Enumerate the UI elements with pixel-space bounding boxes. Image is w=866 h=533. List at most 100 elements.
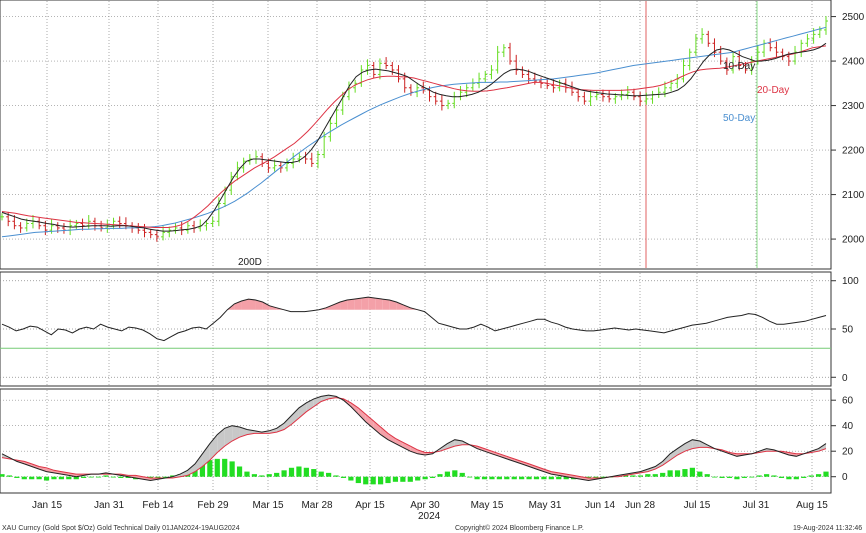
macd-histogram-bar (756, 475, 762, 477)
price-tick-label: 2500 (842, 12, 865, 23)
macd-histogram-bar (697, 471, 703, 477)
footer-center: Copyright© 2024 Bloomberg Finance L.P. (455, 524, 584, 532)
macd-histogram-bar (51, 476, 57, 480)
macd-histogram-bar (155, 476, 161, 478)
macd-fill (373, 420, 381, 435)
macd-histogram-bar (652, 474, 658, 477)
macd-series (0, 394, 829, 485)
macd-fill (380, 426, 389, 440)
macd-fill (484, 448, 492, 454)
macd-histogram-bar (244, 471, 250, 477)
date-tick-label: May 31 (529, 500, 562, 511)
macd-histogram-bar (689, 467, 695, 477)
macd-histogram-bar (340, 476, 347, 478)
macd-histogram-bar (771, 475, 777, 477)
macd-histogram-bar (645, 474, 651, 477)
macd-histogram-bar (467, 476, 473, 478)
macd-histogram-bar (229, 461, 235, 477)
macd-histogram-bar (326, 472, 332, 477)
macd-histogram-bar (407, 476, 413, 482)
macd-histogram-bar (251, 474, 257, 477)
ma10-line (1, 42, 827, 232)
rsi-line (1, 296, 827, 342)
macd-histogram-bar (199, 463, 206, 477)
macd-histogram-bar (29, 476, 35, 480)
macd-histogram-bar (170, 475, 176, 477)
rsi-overbought-fill (382, 299, 390, 310)
rsi-overbought-fill (262, 301, 270, 310)
macd-histogram-bar (556, 476, 562, 480)
price-axis-ticks: 2000 2100 2200 2300 2400 2500 (831, 12, 865, 246)
macd-histogram-bar (392, 476, 399, 482)
macd-fill (239, 426, 247, 438)
macd-histogram-bar (81, 476, 87, 478)
rsi-overbought-fill (354, 298, 362, 310)
macd-histogram-bar (726, 476, 733, 478)
rsi-overbought-fill (375, 298, 383, 310)
macd-histogram-bar (444, 471, 451, 477)
macd-fill (491, 451, 500, 457)
macd-fill (217, 428, 225, 453)
macd-histogram-bar (489, 476, 495, 480)
macd-histogram-bar (452, 470, 458, 477)
date-tick-label: Mar 28 (301, 500, 333, 511)
macd-tick-label: 0 (842, 472, 848, 483)
price-tick-label: 2300 (842, 101, 865, 112)
date-tick-label: Jan 15 (32, 500, 62, 511)
rsi-overbought-fill (241, 299, 249, 310)
macd-fill (31, 463, 40, 470)
macd-fill (298, 402, 307, 419)
rsi-overbought-fill (361, 297, 369, 310)
macd-fill (514, 458, 522, 464)
macd-fill (543, 469, 552, 475)
rsi-overbought-fill (389, 300, 397, 310)
macd-axis-ticks: 0 20 40 60 (831, 396, 854, 483)
macd-histogram-bar (481, 476, 488, 480)
macd-histogram-bar (266, 474, 272, 477)
date-tick-label: Jun 14 (585, 500, 615, 511)
date-tick-label: May 15 (471, 500, 504, 511)
macd-tick-label: 40 (842, 421, 854, 432)
macd-histogram-bar (73, 476, 79, 480)
macd-histogram-bar (21, 476, 27, 480)
macd-histogram-bar (125, 476, 131, 478)
macd-histogram-bar (719, 476, 725, 478)
date-tick-label: Apr 15 (355, 500, 385, 511)
macd-fill (581, 476, 589, 481)
date-tick-label: Jul 31 (743, 500, 770, 511)
macd-fill (439, 443, 448, 452)
macd-fill (291, 407, 299, 425)
macd-signal-line (1, 397, 827, 479)
macd-histogram-bar (162, 476, 168, 478)
macd-histogram-bar (370, 476, 376, 485)
price-tick-label: 2000 (842, 235, 865, 246)
macd-histogram-bar (274, 472, 280, 477)
macd-fill (692, 439, 700, 449)
macd-histogram-bar (318, 471, 324, 477)
macd-fill (662, 453, 671, 466)
rsi-axis-ticks: 0 50 100 (831, 276, 859, 384)
macd-histogram-bar (637, 475, 644, 477)
macd-fill (365, 414, 374, 429)
macd-histogram-bar (236, 466, 243, 477)
macd-fill (202, 443, 210, 467)
grid-lines (0, 1, 831, 492)
macd-histogram-bar (682, 469, 688, 477)
macd-histogram-bar (192, 469, 198, 477)
macd-fill (506, 456, 515, 462)
macd-fill (655, 461, 663, 470)
macd-histogram-bar (333, 475, 339, 477)
ma10-label: 10-Day (723, 61, 755, 72)
macd-histogram-bar (214, 458, 220, 477)
macd-histogram-bar (88, 476, 94, 478)
macd-histogram-bar (511, 476, 517, 480)
macd-fill (454, 439, 463, 447)
macd-fill (395, 438, 403, 448)
price-tick-label: 2200 (842, 146, 865, 157)
macd-histogram-bar (541, 476, 547, 480)
rsi-overbought-fill (340, 300, 348, 310)
macd-fill (358, 407, 366, 422)
ma20-line (1, 45, 827, 228)
